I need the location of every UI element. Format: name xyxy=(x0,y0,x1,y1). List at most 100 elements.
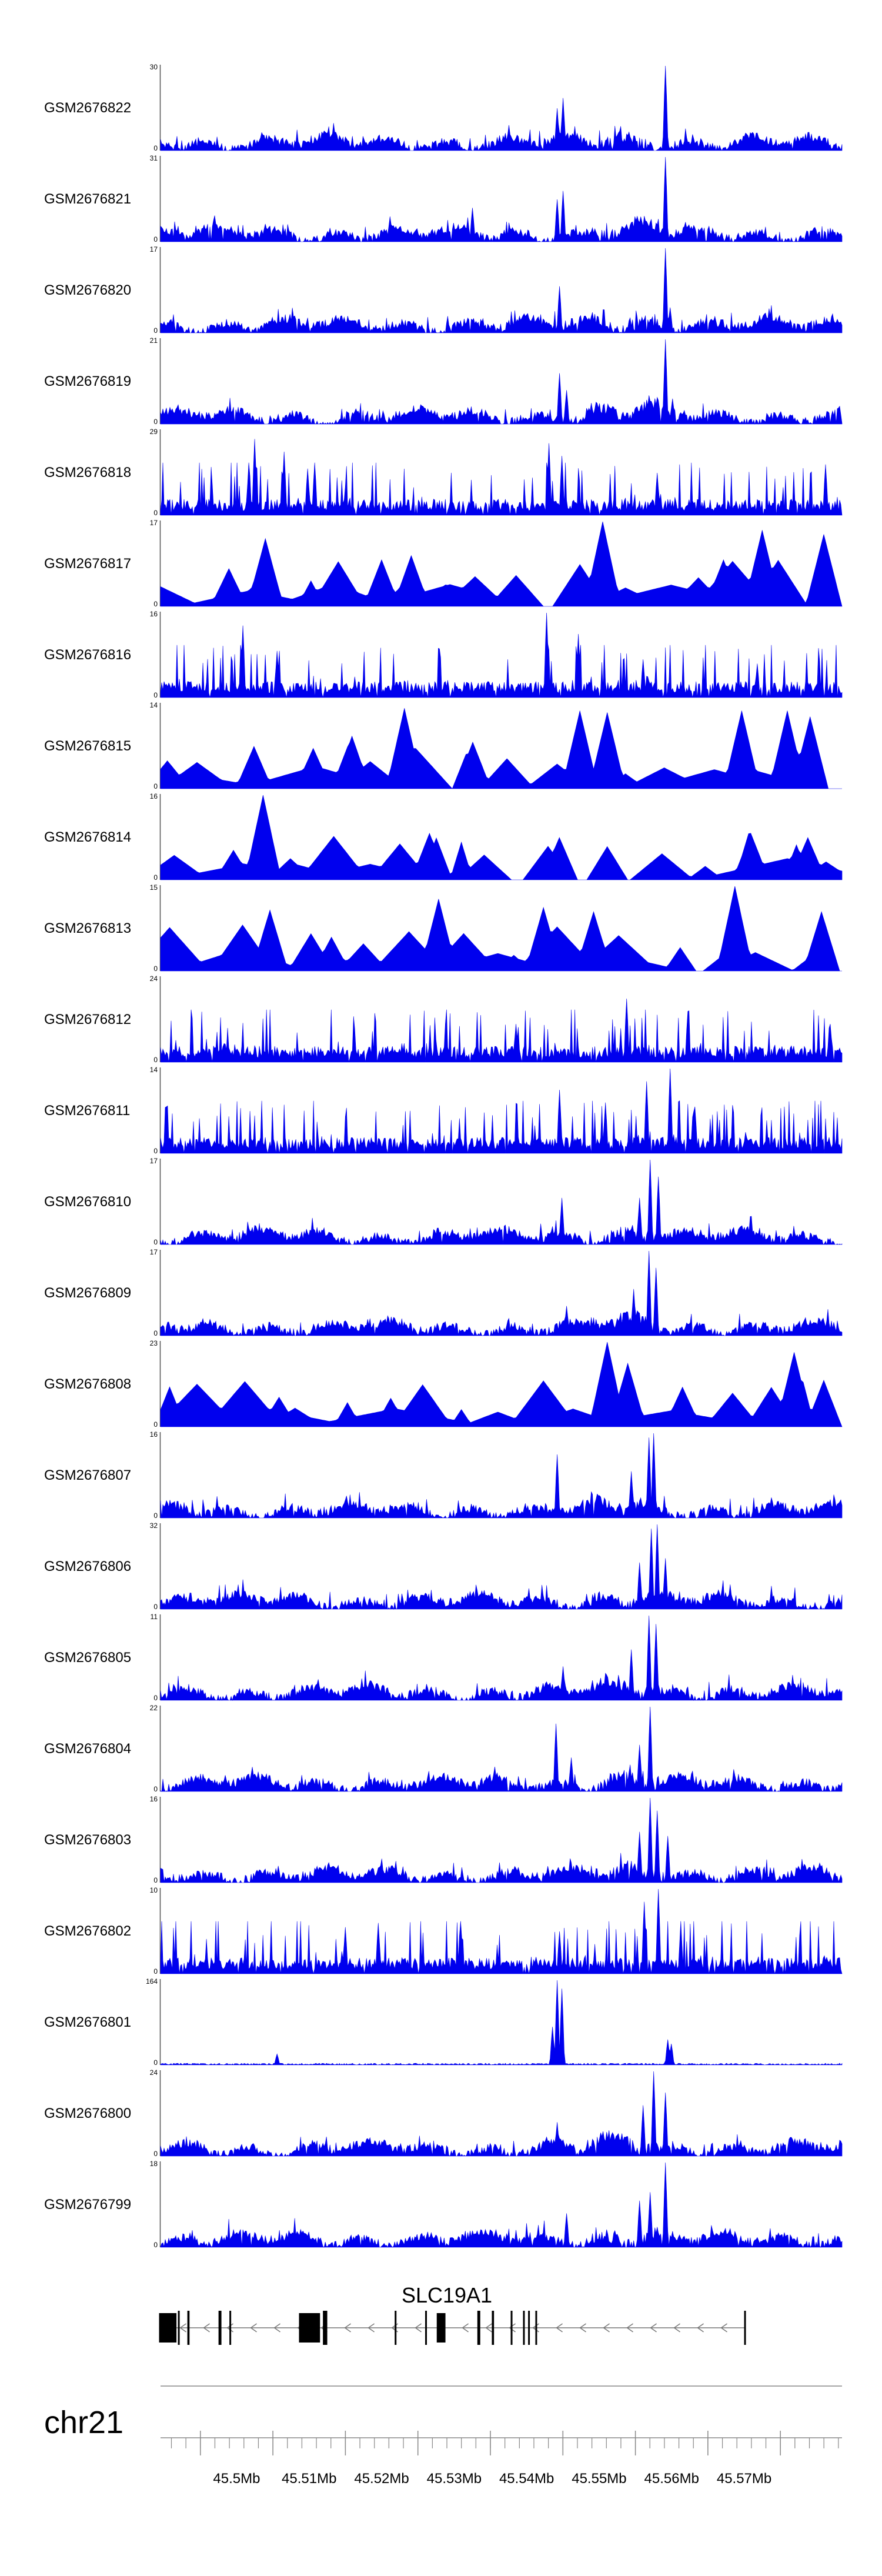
sample-label: GSM2676807 xyxy=(44,1467,131,1483)
gene-exon xyxy=(178,2311,180,2345)
sample-label: GSM2676820 xyxy=(44,282,131,298)
coverage-area xyxy=(160,439,843,516)
axis-tick-label: 45.5Mb xyxy=(213,2471,260,2487)
sample-label: GSM2676813 xyxy=(44,920,131,936)
y-axis-max-label: 24 xyxy=(150,975,158,983)
y-axis-max-label: 15 xyxy=(150,883,158,892)
axis-tick-label: 45.54Mb xyxy=(499,2471,554,2487)
sample-label: GSM2676819 xyxy=(44,373,131,389)
track-GSM2676806: GSM2676806 32 0 xyxy=(44,1521,843,1611)
track-GSM2676813: GSM2676813 15 0 xyxy=(44,883,842,973)
y-axis-max-label: 17 xyxy=(150,1157,158,1165)
axis-tick-label: 45.57Mb xyxy=(717,2471,771,2487)
y-axis-min-label: 0 xyxy=(153,1785,158,1793)
strand-chevron xyxy=(697,2323,704,2333)
gene-name-label: SLC19A1 xyxy=(402,2283,492,2307)
track-GSM2676810: GSM2676810 17 0 xyxy=(44,1157,843,1246)
gene-exon xyxy=(218,2311,222,2345)
strand-chevron xyxy=(462,2323,469,2333)
track-GSM2676815: GSM2676815 14 0 xyxy=(44,701,842,790)
strand-chevron xyxy=(368,2323,375,2333)
strand-chevron xyxy=(579,2323,586,2333)
sample-label: GSM2676810 xyxy=(44,1194,131,1210)
y-axis-min-label: 0 xyxy=(153,1694,158,1702)
sample-label: GSM2676799 xyxy=(44,2197,131,2213)
coverage-area xyxy=(160,795,843,880)
sample-label: GSM2676806 xyxy=(44,1559,131,1574)
sample-label: GSM2676821 xyxy=(44,191,131,207)
y-axis-min-label: 0 xyxy=(153,691,158,699)
strand-chevron xyxy=(626,2323,633,2333)
track-GSM2676807: GSM2676807 16 0 xyxy=(44,1430,843,1520)
genome-axis-track: chr21 45.5Mb 45.51Mb 45.52Mb 45.53Mb 45.54Mb… xyxy=(44,2385,842,2487)
sample-label: GSM2676816 xyxy=(44,647,131,663)
y-axis-min-label: 0 xyxy=(153,144,158,152)
track-GSM2676811: GSM2676811 14 0 xyxy=(44,1066,843,1155)
track-GSM2676804: GSM2676804 22 0 xyxy=(44,1704,843,1793)
coverage-area xyxy=(160,1615,843,1701)
coverage-area xyxy=(160,2162,843,2248)
coverage-area xyxy=(160,1433,843,1519)
gene-exon xyxy=(299,2313,320,2343)
gene-exon xyxy=(323,2311,328,2345)
y-axis-max-label: 32 xyxy=(150,1521,158,1530)
strand-chevron xyxy=(415,2323,422,2333)
y-axis-min-label: 0 xyxy=(153,1056,158,1064)
gene-exon xyxy=(436,2313,446,2343)
y-axis-min-label: 0 xyxy=(153,235,158,243)
strand-chevron xyxy=(556,2323,563,2333)
coverage-area xyxy=(160,1888,843,1974)
gene-exon xyxy=(187,2311,190,2345)
sample-label: GSM2676809 xyxy=(44,1285,131,1301)
track-GSM2676803: GSM2676803 16 0 xyxy=(44,1795,843,1884)
coverage-area xyxy=(160,248,843,333)
y-axis-max-label: 31 xyxy=(150,154,158,162)
y-axis-max-label: 16 xyxy=(150,610,158,618)
y-axis-max-label: 10 xyxy=(150,1886,158,1894)
coverage-area xyxy=(160,886,842,972)
gene-exon xyxy=(395,2311,397,2345)
y-axis-min-label: 0 xyxy=(153,1147,158,1155)
gene-exon xyxy=(528,2311,530,2345)
strand-chevron xyxy=(179,2323,186,2333)
track-GSM2676819: GSM2676819 21 0 xyxy=(44,336,843,426)
y-axis-max-label: 24 xyxy=(150,2068,158,2077)
y-axis-max-label: 11 xyxy=(151,1613,158,1621)
y-axis-max-label: 22 xyxy=(150,1704,158,1712)
y-axis-max-label: 18 xyxy=(150,2160,158,2168)
gene-exon xyxy=(510,2311,513,2345)
sample-label: GSM2676817 xyxy=(44,556,131,572)
y-axis-max-label: 164 xyxy=(146,1977,158,1986)
y-axis-min-label: 0 xyxy=(153,1967,158,1976)
coverage-area xyxy=(160,998,843,1063)
gene-exon xyxy=(425,2311,427,2345)
sample-label: GSM2676800 xyxy=(44,2105,131,2121)
y-axis-min-label: 0 xyxy=(153,965,158,973)
coverage-area xyxy=(160,2071,843,2157)
y-axis-max-label: 21 xyxy=(150,336,158,345)
coverage-area xyxy=(160,1159,843,1246)
coverage-area xyxy=(160,1797,843,1884)
coverage-area xyxy=(160,65,843,152)
track-GSM2676809: GSM2676809 17 0 xyxy=(44,1248,843,1337)
strand-chevron xyxy=(344,2323,351,2333)
y-axis-min-label: 0 xyxy=(153,1511,158,1520)
sample-label: GSM2676805 xyxy=(44,1650,131,1666)
track-GSM2676814: GSM2676814 16 0 xyxy=(44,792,843,882)
track-GSM2676818: GSM2676818 29 0 xyxy=(44,428,843,517)
track-GSM2676801: GSM2676801 164 0 xyxy=(44,1977,843,2067)
sample-label: GSM2676804 xyxy=(44,1741,131,1757)
coverage-area xyxy=(160,1980,843,2066)
y-axis-max-label: 14 xyxy=(150,701,158,709)
chromosome-label: chr21 xyxy=(44,2405,123,2440)
gene-exon xyxy=(535,2311,537,2345)
track-GSM2676816: GSM2676816 16 0 xyxy=(44,610,843,699)
y-axis-max-label: 30 xyxy=(150,63,158,71)
y-axis-min-label: 0 xyxy=(153,1329,158,1337)
strand-chevron xyxy=(509,2323,516,2333)
track-GSM2676817: GSM2676817 17 0 xyxy=(44,519,843,608)
y-axis-min-label: 0 xyxy=(153,509,158,517)
gene-annotation-track: SLC19A1 xyxy=(159,2283,746,2345)
gene-exon xyxy=(229,2311,232,2345)
